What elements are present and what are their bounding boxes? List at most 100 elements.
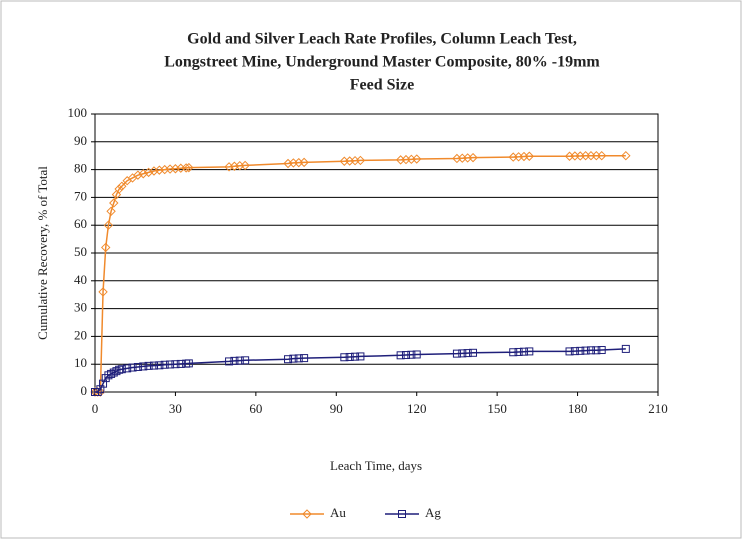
point [412, 350, 421, 359]
point [160, 360, 169, 369]
legend-marker [398, 510, 406, 518]
point [149, 361, 158, 370]
y-tick-label: 10 [74, 355, 87, 370]
point [351, 352, 360, 361]
chart-title: Feed Size [350, 77, 414, 94]
y-tick-label: 70 [74, 188, 87, 203]
point [581, 346, 590, 355]
point [230, 356, 239, 365]
chart-title: Longstreet Mine, Underground Master Comp… [164, 54, 600, 71]
legend-label: Au [330, 505, 346, 520]
y-tick-label: 20 [74, 327, 87, 342]
point [452, 349, 461, 358]
point [155, 361, 164, 370]
point [412, 154, 422, 164]
point [107, 369, 116, 378]
x-tick-label: 210 [648, 401, 668, 416]
point [144, 361, 153, 370]
point [241, 356, 250, 365]
legend-label: Ag [425, 505, 441, 520]
y-axis-label: Cumulative Recovery, % of Total [35, 166, 50, 340]
point [96, 385, 105, 394]
x-axis-label: Leach Time, days [330, 458, 422, 473]
point [300, 354, 309, 363]
point [109, 198, 119, 208]
point [138, 169, 148, 179]
point [345, 352, 354, 361]
point [171, 360, 180, 369]
x-tick-label: 30 [169, 401, 182, 416]
point [98, 287, 108, 297]
point [128, 363, 137, 372]
point [597, 346, 606, 355]
x-tick-label: 120 [407, 401, 427, 416]
point [166, 360, 175, 369]
point [106, 206, 116, 217]
point [519, 347, 528, 356]
point [143, 167, 154, 178]
point [396, 351, 405, 360]
point [576, 346, 585, 355]
legend-marker [302, 509, 312, 519]
point [109, 368, 118, 377]
point [469, 348, 478, 357]
point [240, 160, 250, 171]
point [463, 349, 472, 358]
x-tick-label: 0 [92, 401, 99, 416]
point [458, 349, 467, 358]
point [514, 347, 523, 356]
point [114, 184, 124, 194]
y-tick-label: 0 [81, 383, 88, 398]
point [235, 356, 244, 365]
point [570, 347, 579, 356]
point [117, 181, 127, 191]
point [101, 374, 110, 383]
point [93, 388, 102, 396]
point [139, 362, 148, 371]
point [176, 359, 185, 368]
point [621, 344, 630, 353]
point [355, 155, 366, 166]
y-tick-label: 90 [74, 133, 87, 148]
point [112, 367, 121, 376]
point [407, 350, 416, 359]
point [149, 166, 159, 176]
point [340, 353, 349, 362]
point [525, 347, 534, 356]
point [133, 170, 143, 180]
point [225, 357, 234, 366]
x-tick-label: 90 [330, 401, 343, 416]
y-tick-label: 50 [74, 244, 87, 259]
x-tick-label: 150 [487, 401, 507, 416]
point [284, 355, 293, 364]
point [468, 152, 478, 163]
point [123, 364, 132, 373]
point [524, 151, 535, 161]
point [104, 371, 113, 380]
point [289, 354, 298, 363]
point [299, 157, 309, 168]
x-tick-label: 60 [249, 401, 262, 416]
chart-title: Gold and Silver Leach Rate Profiles, Col… [187, 31, 577, 48]
point [101, 242, 111, 253]
point [621, 150, 631, 161]
point [565, 347, 574, 356]
y-tick-label: 80 [74, 161, 87, 176]
point [115, 365, 124, 374]
point [596, 150, 607, 161]
point [103, 220, 114, 230]
point [592, 346, 601, 355]
point [184, 162, 194, 173]
y-tick-label: 30 [74, 300, 87, 315]
point [294, 354, 303, 363]
point [401, 351, 410, 360]
point [181, 163, 191, 173]
point [356, 352, 365, 361]
y-tick-label: 40 [74, 272, 87, 287]
x-tick-label: 180 [568, 401, 588, 416]
point [509, 348, 518, 357]
point [99, 379, 108, 388]
point [184, 359, 193, 368]
y-tick-label: 60 [74, 216, 87, 231]
